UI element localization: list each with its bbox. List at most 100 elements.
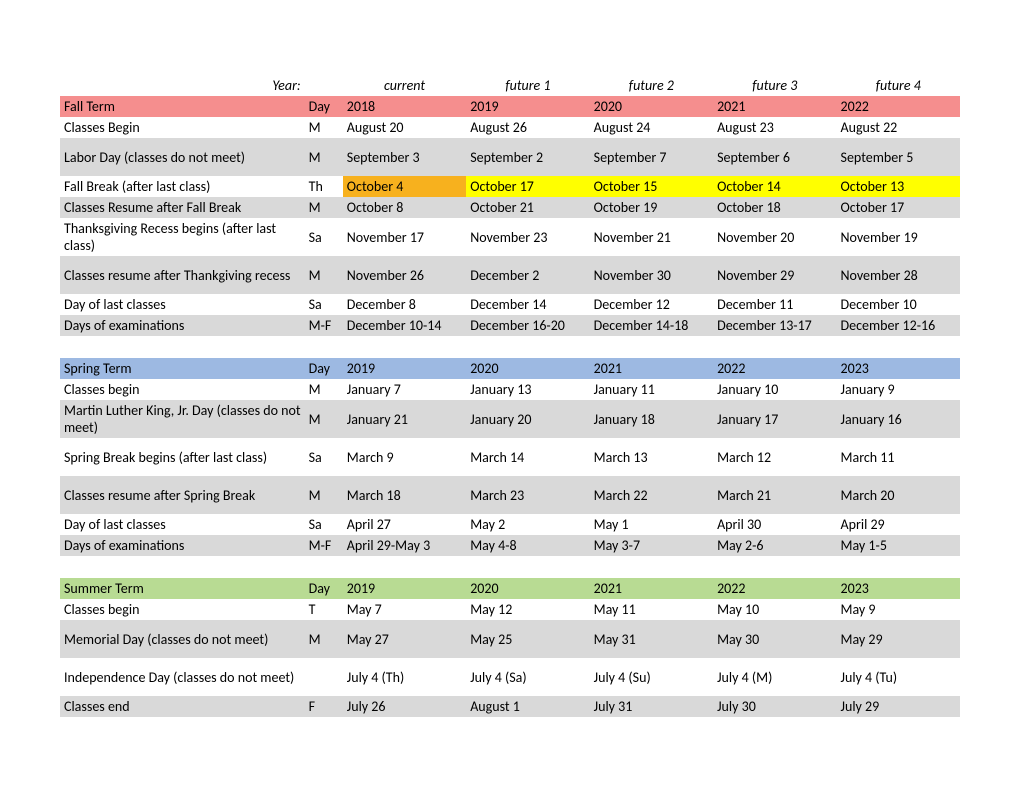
table-row: Classes beginTMay 7May 12May 11May 10May… — [60, 599, 960, 620]
row-value: May 30 — [713, 620, 836, 658]
row-value: December 2 — [466, 256, 589, 294]
row-day: Sa — [305, 218, 343, 256]
col-header: future 1 — [466, 75, 589, 96]
row-day: M — [305, 476, 343, 514]
row-value: May 3-7 — [590, 535, 713, 556]
row-value: November 26 — [343, 256, 466, 294]
row-value: August 1 — [466, 696, 589, 717]
row-value: November 28 — [837, 256, 960, 294]
row-value: August 23 — [713, 117, 836, 138]
empty-cell — [466, 336, 589, 358]
row-value: August 24 — [590, 117, 713, 138]
row-label: Fall Break (after last class) — [60, 176, 305, 197]
day-header: Day — [305, 358, 343, 379]
empty-cell — [343, 556, 466, 578]
row-value: October 15 — [590, 176, 713, 197]
row-value: December 8 — [343, 294, 466, 315]
row-value: July 4 (M) — [713, 658, 836, 696]
row-day: M — [305, 117, 343, 138]
row-value: July 4 (Sa) — [466, 658, 589, 696]
table-row: Classes resume after Thankgiving recessM… — [60, 256, 960, 294]
section-header-row: Spring TermDay20192020202120222023 — [60, 358, 960, 379]
row-value: October 21 — [466, 197, 589, 218]
row-value: July 4 (Tu) — [837, 658, 960, 696]
row-day: Sa — [305, 514, 343, 535]
row-value: December 12-16 — [837, 315, 960, 336]
row-value: November 29 — [713, 256, 836, 294]
empty-cell — [466, 556, 589, 578]
section-title: Fall Term — [60, 96, 305, 117]
row-value: May 25 — [466, 620, 589, 658]
empty-cell — [60, 336, 305, 358]
row-value: May 10 — [713, 599, 836, 620]
row-day: M — [305, 256, 343, 294]
row-value: May 11 — [590, 599, 713, 620]
table-row: Days of examinationsM-FDecember 10-14Dec… — [60, 315, 960, 336]
table-row: Memorial Day (classes do not meet)M May 2… — [60, 620, 960, 658]
row-value: November 21 — [590, 218, 713, 256]
section-header-row: Fall TermDay20182019202020212022 — [60, 96, 960, 117]
row-value: August 22 — [837, 117, 960, 138]
row-value: January 20 — [466, 400, 589, 438]
table-row: Day of last classesSaApril 27May 2May 1A… — [60, 514, 960, 535]
row-value: May 29 — [837, 620, 960, 658]
row-value: July 4 (Su) — [590, 658, 713, 696]
year-header: 2023 — [837, 358, 960, 379]
row-value: October 14 — [713, 176, 836, 197]
calendar-table: Year:currentfuture 1future 2future 3futu… — [60, 75, 960, 717]
row-day: M-F — [305, 315, 343, 336]
row-value: July 31 — [590, 696, 713, 717]
row-value: April 27 — [343, 514, 466, 535]
row-value: January 13 — [466, 379, 589, 400]
row-label: Day of last classes — [60, 294, 305, 315]
year-header: 2019 — [343, 578, 466, 599]
row-value: September 3 — [343, 138, 466, 176]
section-spacer — [60, 556, 960, 578]
row-value: November 30 — [590, 256, 713, 294]
table-row: Spring Break begins (after last class)Sa… — [60, 438, 960, 476]
year-header: 2021 — [590, 358, 713, 379]
section-spacer — [60, 336, 960, 358]
col-header: future 3 — [713, 75, 836, 96]
row-day: M — [305, 620, 343, 658]
row-day: Th — [305, 176, 343, 197]
col-header: future 2 — [590, 75, 713, 96]
row-value: September 2 — [466, 138, 589, 176]
row-value: March 11 — [837, 438, 960, 476]
section-title: Spring Term — [60, 358, 305, 379]
row-label: Memorial Day (classes do not meet) — [60, 620, 305, 658]
table-row: Classes endFJuly 26August 1July 31July 3… — [60, 696, 960, 717]
row-value: August 20 — [343, 117, 466, 138]
row-day — [305, 658, 343, 696]
row-value: March 18 — [343, 476, 466, 514]
row-day: M — [305, 400, 343, 438]
row-label: Day of last classes — [60, 514, 305, 535]
row-value: July 30 — [713, 696, 836, 717]
day-header: Day — [305, 578, 343, 599]
row-value: March 9 — [343, 438, 466, 476]
year-header: 2019 — [343, 358, 466, 379]
table-row: Days of examinationsM-FApril 29-May 3May… — [60, 535, 960, 556]
row-value: October 17 — [466, 176, 589, 197]
row-day: Sa — [305, 294, 343, 315]
row-value: January 18 — [590, 400, 713, 438]
row-value: November 20 — [713, 218, 836, 256]
row-value: May 31 — [590, 620, 713, 658]
row-day: T — [305, 599, 343, 620]
row-day: F — [305, 696, 343, 717]
row-value: December 16-20 — [466, 315, 589, 336]
row-value: November 19 — [837, 218, 960, 256]
row-day: M-F — [305, 535, 343, 556]
row-value: April 30 — [713, 514, 836, 535]
row-value: May 7 — [343, 599, 466, 620]
year-header: 2022 — [713, 358, 836, 379]
row-value: August 26 — [466, 117, 589, 138]
row-label: Classes Begin — [60, 117, 305, 138]
row-label: Days of examinations — [60, 315, 305, 336]
empty-cell — [305, 336, 343, 358]
year-label: Year: — [60, 75, 305, 96]
row-value: November 23 — [466, 218, 589, 256]
row-value: March 23 — [466, 476, 589, 514]
row-value: January 17 — [713, 400, 836, 438]
section-header-row: Summer TermDay20192020202120222023 — [60, 578, 960, 599]
